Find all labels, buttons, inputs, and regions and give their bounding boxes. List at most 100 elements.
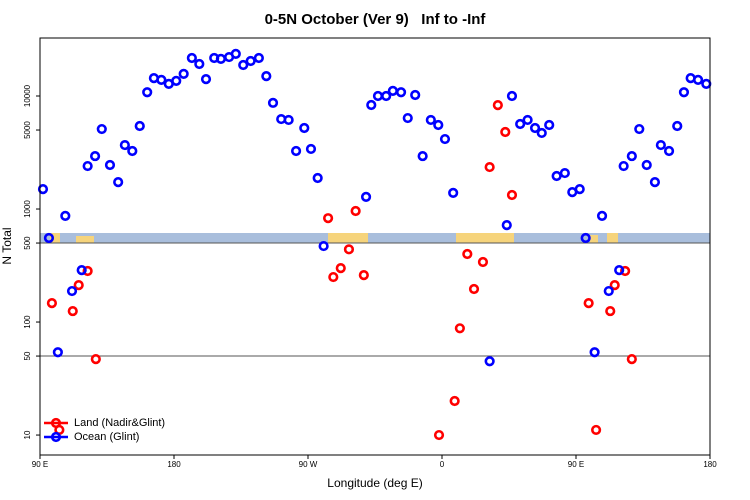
data-point [417, 150, 428, 162]
data-point [171, 75, 182, 87]
data-point [500, 126, 511, 138]
data-point [318, 240, 329, 252]
x-tick-label: 90 W [299, 460, 318, 469]
data-point [358, 270, 369, 281]
data-point [590, 424, 602, 436]
data-point [433, 119, 444, 131]
data-point [119, 139, 130, 151]
data-point [506, 189, 518, 201]
data-point [439, 133, 451, 145]
data-point [230, 48, 241, 59]
data-point [238, 59, 249, 71]
data-point [506, 90, 518, 102]
data-point [335, 263, 346, 274]
data-point [618, 160, 629, 172]
data-point [299, 122, 310, 134]
y-tick-label: 1000 [23, 200, 32, 218]
data-point [156, 74, 167, 85]
data-point [366, 99, 377, 111]
data-point [52, 347, 63, 358]
data-point [596, 210, 608, 221]
data-point [536, 127, 547, 139]
data-point [194, 58, 205, 70]
data-point [96, 123, 107, 135]
data-point [626, 353, 637, 365]
legend-label: Land (Nadir&Glint) [74, 417, 165, 429]
data-point [649, 177, 661, 188]
data-point [468, 283, 480, 295]
data-point [605, 305, 616, 317]
data-point [484, 356, 495, 367]
x-tick-label: 90 E [568, 460, 584, 469]
data-point [142, 87, 153, 98]
data-point [360, 191, 372, 203]
data-point [402, 112, 413, 124]
data-point [678, 87, 690, 98]
data-point [60, 210, 71, 221]
data-point [655, 139, 666, 151]
data-point [343, 244, 355, 255]
data-point [67, 305, 78, 317]
x-tick-label: 180 [167, 460, 181, 469]
data-point [583, 298, 594, 309]
data-point [433, 429, 445, 441]
data-point [312, 172, 323, 184]
data-point [614, 265, 625, 276]
plot-layer: 90 E 180 90 W 0 90 E 180 10 50 100 500 1000 5000 100… [23, 48, 717, 469]
data-point [82, 265, 93, 277]
data-point [290, 145, 302, 157]
data-point [620, 265, 631, 277]
data-point [692, 74, 704, 85]
data-point [328, 271, 339, 283]
data-point [283, 114, 294, 126]
data-point [323, 213, 334, 224]
x-axis-label: Longitude (deg E) [327, 476, 422, 490]
y-tick-label: 5000 [23, 121, 32, 139]
data-point [522, 114, 533, 126]
data-point [76, 265, 87, 276]
data-point [43, 232, 55, 244]
data-point [634, 123, 645, 135]
data-point [186, 52, 197, 64]
data-point [626, 150, 637, 162]
data-point [551, 170, 562, 182]
data-point [492, 100, 503, 111]
data-point [82, 160, 93, 172]
data-point [449, 395, 460, 407]
data-point [484, 161, 495, 173]
y-tick-label: 50 [23, 351, 32, 360]
y-tick-label: 10 [23, 430, 32, 439]
data-point [90, 353, 101, 365]
x-tick-label: 0 [440, 460, 445, 469]
data-point [559, 167, 570, 179]
data-point [574, 184, 585, 195]
data-point [603, 285, 614, 297]
data-point [267, 97, 279, 108]
data-point [501, 220, 512, 231]
data-point [381, 90, 392, 102]
data-point [589, 347, 600, 358]
data-point [454, 323, 465, 334]
data-point [104, 159, 116, 171]
data-point [529, 122, 541, 134]
data-point [134, 120, 145, 132]
legend-marker [50, 417, 62, 429]
data-point [261, 71, 272, 82]
data-point [46, 298, 58, 309]
data-point [425, 114, 436, 126]
data-point [305, 143, 317, 155]
data-point [448, 187, 459, 198]
data-point [113, 177, 124, 188]
y-axis-label: N Total [0, 227, 14, 264]
legend-label: Ocean (Glint) [74, 431, 139, 443]
data-point [580, 232, 591, 244]
x-tick-label: 180 [703, 460, 717, 469]
data-point [477, 256, 489, 268]
data-point [253, 52, 264, 64]
data-point [350, 205, 361, 217]
data-point [178, 68, 189, 79]
surface-band [40, 233, 710, 243]
data-point [641, 159, 652, 171]
data-point [544, 119, 555, 131]
